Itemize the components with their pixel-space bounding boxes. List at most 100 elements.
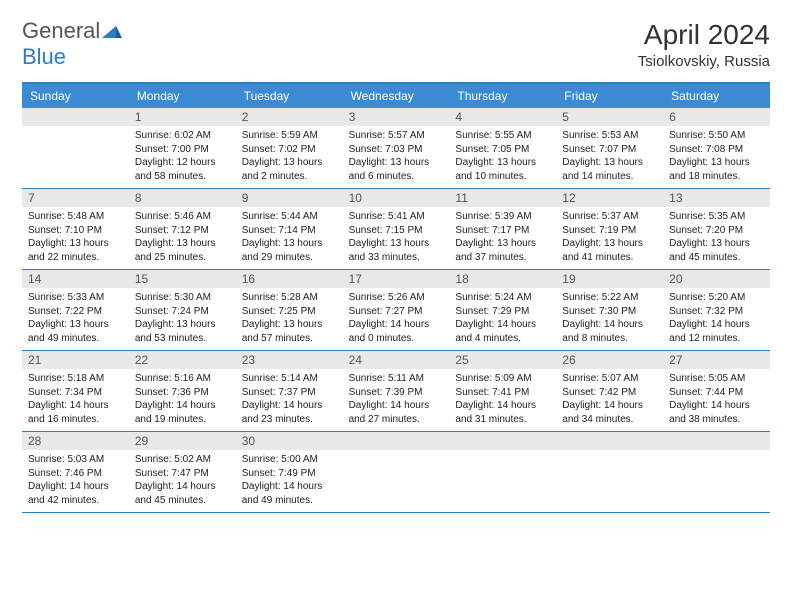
day-number: 4 xyxy=(449,108,556,126)
sunrise-line: Sunrise: 5:00 AM xyxy=(242,453,337,467)
day-body: Sunrise: 5:02 AMSunset: 7:47 PMDaylight:… xyxy=(129,450,236,512)
day-number: 15 xyxy=(129,270,236,288)
sunrise-line: Sunrise: 5:37 AM xyxy=(562,210,657,224)
sunset-line: Sunset: 7:36 PM xyxy=(135,386,230,400)
logo-text: GeneralBlue xyxy=(22,18,122,70)
sunset-line: Sunset: 7:24 PM xyxy=(135,305,230,319)
sunset-line: Sunset: 7:42 PM xyxy=(562,386,657,400)
sunrise-line: Sunrise: 5:39 AM xyxy=(455,210,550,224)
week-row: 7Sunrise: 5:48 AMSunset: 7:10 PMDaylight… xyxy=(22,189,770,270)
sunrise-line: Sunrise: 5:16 AM xyxy=(135,372,230,386)
day-cell-14: 14Sunrise: 5:33 AMSunset: 7:22 PMDayligh… xyxy=(22,270,129,350)
daylight-line: Daylight: 14 hours and 23 minutes. xyxy=(242,399,337,426)
day-number xyxy=(22,108,129,126)
day-number: 17 xyxy=(343,270,450,288)
sunrise-line: Sunrise: 5:18 AM xyxy=(28,372,123,386)
page-header: GeneralBlue April 2024 Tsiolkovskiy, Rus… xyxy=(22,18,770,70)
sunset-line: Sunset: 7:49 PM xyxy=(242,467,337,481)
sunset-line: Sunset: 7:05 PM xyxy=(455,143,550,157)
day-number: 16 xyxy=(236,270,343,288)
day-cell-28: 28Sunrise: 5:03 AMSunset: 7:46 PMDayligh… xyxy=(22,432,129,512)
daylight-line: Daylight: 14 hours and 34 minutes. xyxy=(562,399,657,426)
day-cell-empty xyxy=(556,432,663,512)
day-cell-empty xyxy=(343,432,450,512)
daylight-line: Daylight: 13 hours and 57 minutes. xyxy=(242,318,337,345)
sunrise-line: Sunrise: 5:53 AM xyxy=(562,129,657,143)
day-body: Sunrise: 5:07 AMSunset: 7:42 PMDaylight:… xyxy=(556,369,663,431)
day-body: Sunrise: 5:39 AMSunset: 7:17 PMDaylight:… xyxy=(449,207,556,269)
day-body: Sunrise: 5:28 AMSunset: 7:25 PMDaylight:… xyxy=(236,288,343,350)
weeks-container: 1Sunrise: 6:02 AMSunset: 7:00 PMDaylight… xyxy=(22,108,770,513)
sunrise-line: Sunrise: 5:24 AM xyxy=(455,291,550,305)
weekday-saturday: Saturday xyxy=(663,84,770,108)
daylight-line: Daylight: 13 hours and 29 minutes. xyxy=(242,237,337,264)
sunrise-line: Sunrise: 5:33 AM xyxy=(28,291,123,305)
daylight-line: Daylight: 13 hours and 18 minutes. xyxy=(669,156,764,183)
location: Tsiolkovskiy, Russia xyxy=(638,53,770,70)
day-number: 22 xyxy=(129,351,236,369)
day-body: Sunrise: 5:57 AMSunset: 7:03 PMDaylight:… xyxy=(343,126,450,188)
day-cell-empty xyxy=(663,432,770,512)
sunset-line: Sunset: 7:03 PM xyxy=(349,143,444,157)
week-row: 21Sunrise: 5:18 AMSunset: 7:34 PMDayligh… xyxy=(22,351,770,432)
week-row: 28Sunrise: 5:03 AMSunset: 7:46 PMDayligh… xyxy=(22,432,770,513)
day-cell-26: 26Sunrise: 5:07 AMSunset: 7:42 PMDayligh… xyxy=(556,351,663,431)
day-cell-15: 15Sunrise: 5:30 AMSunset: 7:24 PMDayligh… xyxy=(129,270,236,350)
daylight-line: Daylight: 13 hours and 22 minutes. xyxy=(28,237,123,264)
day-body: Sunrise: 5:33 AMSunset: 7:22 PMDaylight:… xyxy=(22,288,129,350)
day-number: 27 xyxy=(663,351,770,369)
sunrise-line: Sunrise: 6:02 AM xyxy=(135,129,230,143)
sunrise-line: Sunrise: 5:14 AM xyxy=(242,372,337,386)
sunset-line: Sunset: 7:14 PM xyxy=(242,224,337,238)
day-cell-20: 20Sunrise: 5:20 AMSunset: 7:32 PMDayligh… xyxy=(663,270,770,350)
sunrise-line: Sunrise: 5:57 AM xyxy=(349,129,444,143)
day-cell-18: 18Sunrise: 5:24 AMSunset: 7:29 PMDayligh… xyxy=(449,270,556,350)
daylight-line: Daylight: 14 hours and 27 minutes. xyxy=(349,399,444,426)
sunset-line: Sunset: 7:19 PM xyxy=(562,224,657,238)
daylight-line: Daylight: 13 hours and 2 minutes. xyxy=(242,156,337,183)
day-body: Sunrise: 5:24 AMSunset: 7:29 PMDaylight:… xyxy=(449,288,556,350)
sunset-line: Sunset: 7:15 PM xyxy=(349,224,444,238)
logo-part1: General xyxy=(22,18,100,43)
sunset-line: Sunset: 7:47 PM xyxy=(135,467,230,481)
day-body: Sunrise: 5:41 AMSunset: 7:15 PMDaylight:… xyxy=(343,207,450,269)
sunrise-line: Sunrise: 5:44 AM xyxy=(242,210,337,224)
sunset-line: Sunset: 7:29 PM xyxy=(455,305,550,319)
sunset-line: Sunset: 7:07 PM xyxy=(562,143,657,157)
day-cell-11: 11Sunrise: 5:39 AMSunset: 7:17 PMDayligh… xyxy=(449,189,556,269)
sunrise-line: Sunrise: 5:03 AM xyxy=(28,453,123,467)
sunrise-line: Sunrise: 5:02 AM xyxy=(135,453,230,467)
sunset-line: Sunset: 7:20 PM xyxy=(669,224,764,238)
day-cell-21: 21Sunrise: 5:18 AMSunset: 7:34 PMDayligh… xyxy=(22,351,129,431)
day-number: 28 xyxy=(22,432,129,450)
day-body: Sunrise: 5:11 AMSunset: 7:39 PMDaylight:… xyxy=(343,369,450,431)
daylight-line: Daylight: 13 hours and 49 minutes. xyxy=(28,318,123,345)
day-body: Sunrise: 5:55 AMSunset: 7:05 PMDaylight:… xyxy=(449,126,556,188)
daylight-line: Daylight: 13 hours and 6 minutes. xyxy=(349,156,444,183)
day-cell-23: 23Sunrise: 5:14 AMSunset: 7:37 PMDayligh… xyxy=(236,351,343,431)
week-row: 14Sunrise: 5:33 AMSunset: 7:22 PMDayligh… xyxy=(22,270,770,351)
day-cell-2: 2Sunrise: 5:59 AMSunset: 7:02 PMDaylight… xyxy=(236,108,343,188)
day-cell-16: 16Sunrise: 5:28 AMSunset: 7:25 PMDayligh… xyxy=(236,270,343,350)
day-cell-10: 10Sunrise: 5:41 AMSunset: 7:15 PMDayligh… xyxy=(343,189,450,269)
day-number: 18 xyxy=(449,270,556,288)
day-number: 21 xyxy=(22,351,129,369)
sunset-line: Sunset: 7:39 PM xyxy=(349,386,444,400)
daylight-line: Daylight: 13 hours and 45 minutes. xyxy=(669,237,764,264)
week-row: 1Sunrise: 6:02 AMSunset: 7:00 PMDaylight… xyxy=(22,108,770,189)
weekday-sunday: Sunday xyxy=(22,84,129,108)
day-cell-6: 6Sunrise: 5:50 AMSunset: 7:08 PMDaylight… xyxy=(663,108,770,188)
day-cell-12: 12Sunrise: 5:37 AMSunset: 7:19 PMDayligh… xyxy=(556,189,663,269)
daylight-line: Daylight: 13 hours and 25 minutes. xyxy=(135,237,230,264)
day-body: Sunrise: 5:50 AMSunset: 7:08 PMDaylight:… xyxy=(663,126,770,188)
sunset-line: Sunset: 7:27 PM xyxy=(349,305,444,319)
day-cell-8: 8Sunrise: 5:46 AMSunset: 7:12 PMDaylight… xyxy=(129,189,236,269)
day-body: Sunrise: 5:30 AMSunset: 7:24 PMDaylight:… xyxy=(129,288,236,350)
day-number: 10 xyxy=(343,189,450,207)
day-cell-9: 9Sunrise: 5:44 AMSunset: 7:14 PMDaylight… xyxy=(236,189,343,269)
day-cell-22: 22Sunrise: 5:16 AMSunset: 7:36 PMDayligh… xyxy=(129,351,236,431)
sunrise-line: Sunrise: 5:41 AM xyxy=(349,210,444,224)
day-body: Sunrise: 5:44 AMSunset: 7:14 PMDaylight:… xyxy=(236,207,343,269)
daylight-line: Daylight: 14 hours and 16 minutes. xyxy=(28,399,123,426)
sunset-line: Sunset: 7:32 PM xyxy=(669,305,764,319)
